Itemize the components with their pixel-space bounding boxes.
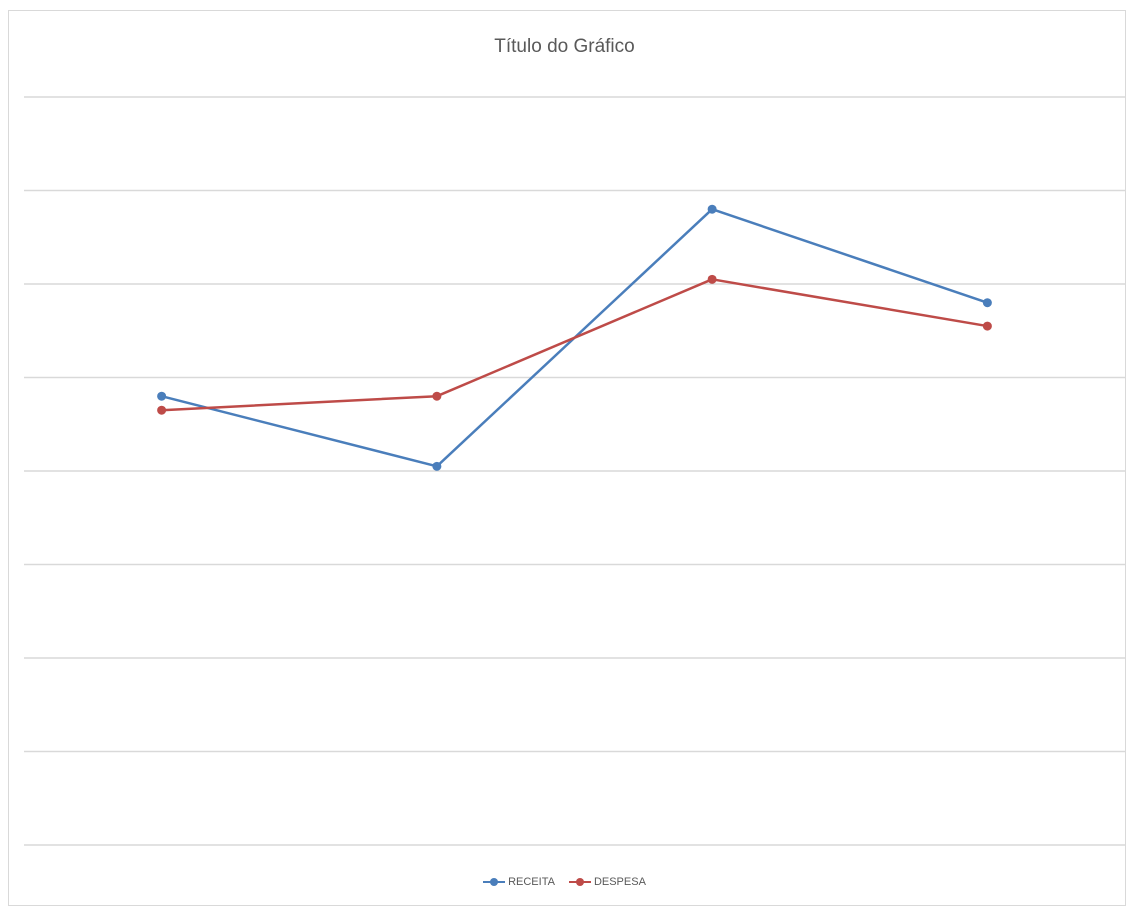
- legend-marker-receita: [490, 878, 499, 886]
- legend-entry-receita[interactable]: RECEITA: [483, 876, 555, 888]
- legend-label-receita: RECEITA: [508, 876, 555, 888]
- data-point-despesa-3[interactable]: [982, 321, 992, 331]
- data-point-despesa-2[interactable]: [707, 274, 717, 284]
- legend-swatch-receita: [483, 877, 506, 887]
- legend-label-despesa: DESPESA: [593, 876, 646, 888]
- data-point-despesa-1[interactable]: [432, 391, 442, 401]
- data-point-receita-1[interactable]: [432, 461, 442, 471]
- series-layer: [157, 204, 992, 471]
- chart-title: Título do Gráfico: [494, 36, 635, 57]
- data-point-despesa-0[interactable]: [157, 405, 167, 415]
- data-point-receita-3[interactable]: [982, 298, 992, 308]
- legend-marker-despesa: [575, 878, 584, 886]
- chart-frame: [8, 10, 1126, 906]
- gridlines: [24, 96, 1125, 846]
- data-point-receita-2[interactable]: [707, 204, 717, 214]
- legend-swatch-despesa: [568, 877, 591, 887]
- legend: RECEITA DESPESA: [0, 876, 1129, 888]
- legend-entry-despesa[interactable]: DESPESA: [568, 876, 646, 888]
- series-line-despesa[interactable]: [161, 278, 988, 412]
- data-point-receita-0[interactable]: [157, 391, 167, 401]
